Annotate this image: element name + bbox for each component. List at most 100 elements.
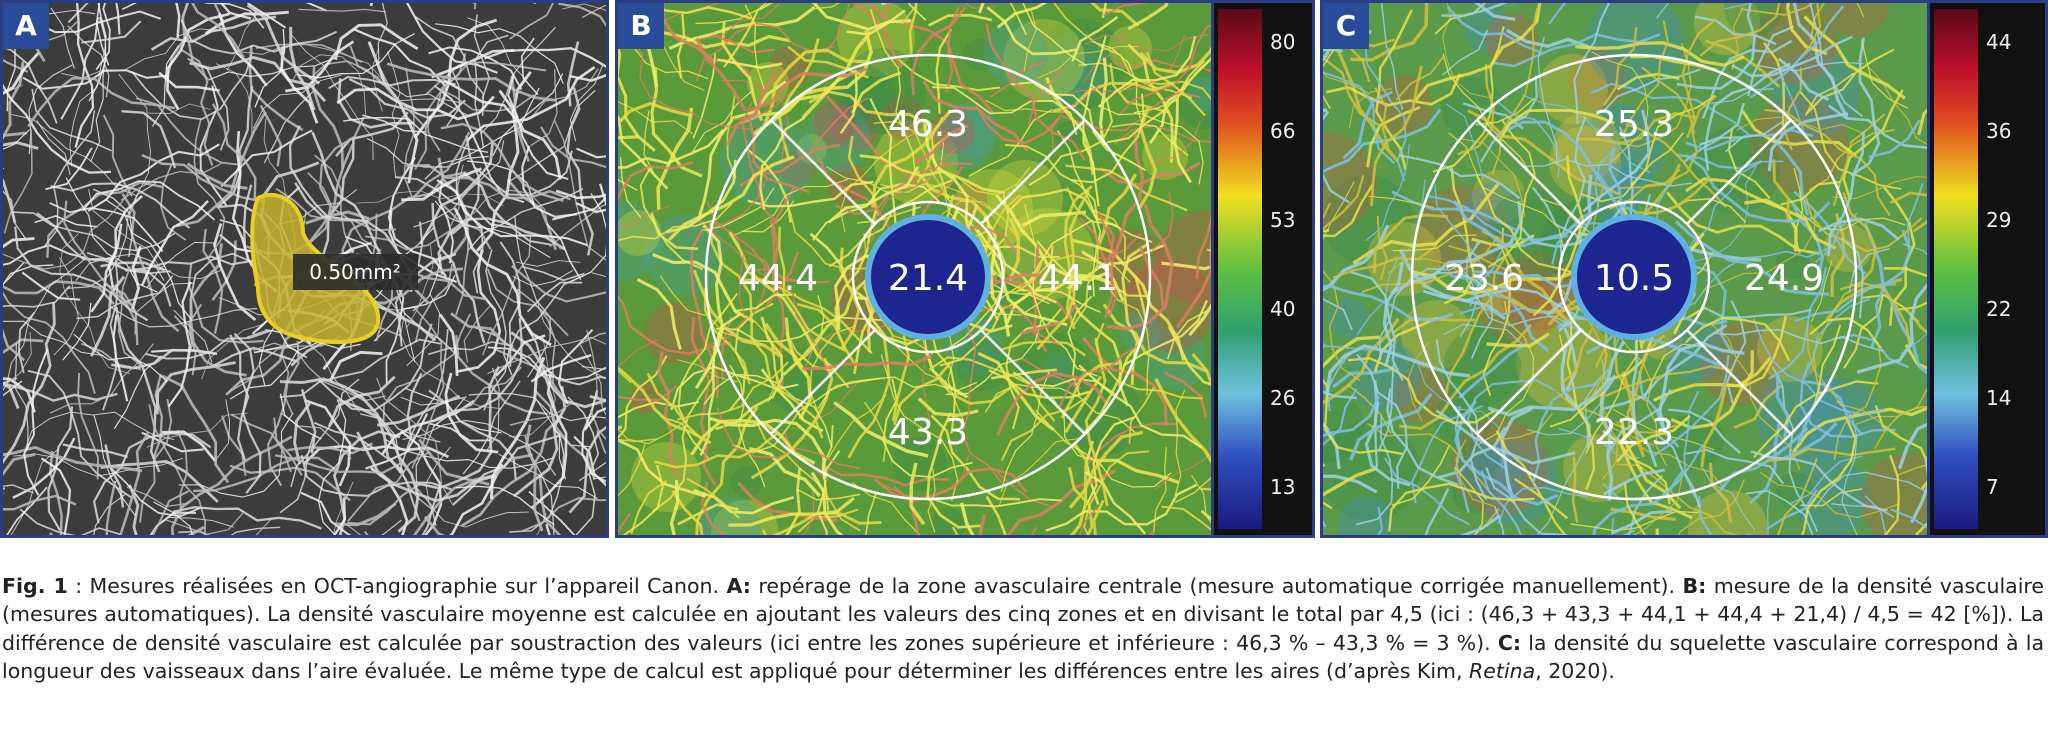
vessel [1497,108,1615,143]
area-label-box [293,254,418,290]
vessel [455,485,555,526]
vessel [1347,357,1495,424]
vessel [521,265,585,282]
vessel [218,12,268,87]
vessel [1104,281,1151,396]
scale-tick: 80 [1270,30,1296,54]
vessel [434,86,535,113]
vessel [1323,108,1328,113]
vessel [1653,355,1773,402]
vessel [1036,189,1091,351]
vessel [1323,422,1341,470]
vessel [1370,65,1423,206]
vessel [1106,203,1174,331]
vessel [749,447,821,498]
vessel [293,402,311,465]
vessel [387,51,401,179]
vessel [229,464,351,502]
vessel [328,75,456,90]
vessel [1620,419,1682,510]
vessel [287,442,373,455]
tone-blob [803,105,871,173]
vessel [1780,180,1841,206]
vessel [1390,200,1523,295]
vessel [1486,332,1550,348]
vessel [53,257,80,356]
vessel [60,17,99,120]
vessel [1868,119,1921,159]
vessel [485,367,500,452]
vessel [100,459,219,503]
vessel [405,3,498,74]
vessel [1349,392,1433,461]
vessel [810,471,844,535]
vessel [985,495,1007,535]
vessel [1323,202,1331,220]
vessel [147,103,211,114]
vessel [201,323,265,380]
vessel [275,187,396,232]
vessel [36,120,71,176]
vessel [1685,177,1837,250]
vessel [285,40,355,93]
vessel [462,380,521,475]
vessel [118,73,151,214]
vessel [847,321,891,459]
tone-blob [1003,19,1085,101]
vessel [1685,128,1814,152]
vessel [728,496,856,527]
vessel [914,123,969,165]
vessel [107,223,123,288]
vessel [1684,316,1791,362]
vessel [1060,34,1186,97]
vessel [1795,3,1822,64]
vessel [1895,301,1927,311]
vessel [1454,466,1484,535]
vessel [1710,323,1801,470]
area-label: 0.50mm² [309,260,401,284]
panel-label: C [1323,3,1369,49]
vessel [240,43,384,81]
vessel [334,23,419,61]
vessel [176,111,267,228]
vessel [636,278,682,350]
vessel [1532,155,1584,317]
vessel [690,418,816,465]
vessel [1167,325,1211,386]
vessel [732,377,880,454]
vessel [193,118,226,259]
scale-tick: 29 [1986,208,2012,232]
vessel [170,435,293,535]
vessel [3,167,4,170]
vessel [443,79,520,123]
vessel [580,332,606,345]
vessel [346,451,429,523]
tone-blob [935,110,995,170]
vessel [1366,105,1421,168]
vessel [219,3,252,20]
vessel [119,431,150,535]
vessel [343,116,489,153]
vessel [1071,16,1119,62]
vessel [725,73,777,146]
vessel [1559,328,1593,386]
vessel [618,420,687,445]
vessel [1678,479,1746,535]
scale-tick: 40 [1270,297,1296,321]
vessel [456,248,502,373]
vessel [1616,414,1691,463]
vessel [1323,110,1350,204]
vessel [1323,181,1355,241]
vessel [1443,167,1476,305]
vessel [473,3,477,10]
vessel [581,389,606,483]
vessel [1708,462,1733,523]
vessel [317,399,347,535]
vessel [1856,3,1865,18]
vessel [400,313,502,410]
vessel [451,135,480,235]
vessel [697,80,787,221]
vessel [1350,271,1404,382]
vessel [121,193,180,333]
vessel [695,3,768,25]
